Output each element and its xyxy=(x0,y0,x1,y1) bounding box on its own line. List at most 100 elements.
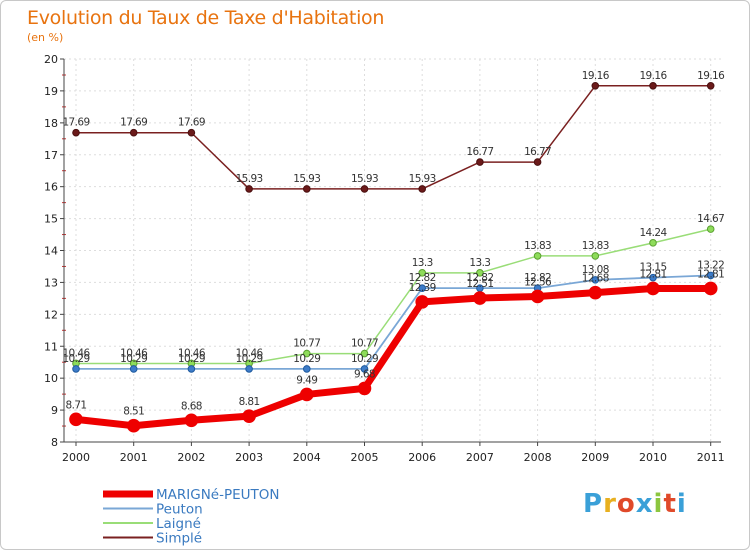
data-label-laign-: 13.83 xyxy=(582,240,609,252)
data-point-marign-peuton xyxy=(588,285,603,300)
proxiti-logo: Proxiti xyxy=(583,489,687,519)
series-line-simpl- xyxy=(76,85,711,190)
data-label-peuton: 12.82 xyxy=(409,272,436,284)
data-point-laign- xyxy=(360,349,369,358)
data-point-marign-peuton xyxy=(703,281,718,296)
data-point-marign-peuton xyxy=(69,412,83,427)
data-label-marign-peuton: 8.81 xyxy=(239,396,260,408)
y-tick-label: 15 xyxy=(44,213,58,226)
data-label-laign-: 10.46 xyxy=(120,347,148,359)
data-point-marign-peuton xyxy=(473,291,487,305)
data-label-simpl-: 15.93 xyxy=(236,173,263,185)
data-label-laign-: 13.3 xyxy=(412,257,433,269)
data-label-marign-peuton: 12.56 xyxy=(524,276,552,288)
data-point-peuton xyxy=(360,365,369,373)
data-point-simpl- xyxy=(649,82,657,90)
data-label-marign-peuton: 8.68 xyxy=(181,400,202,412)
data-point-peuton xyxy=(418,284,427,292)
series-line-peuton xyxy=(76,274,711,370)
chart-title: Evolution du Taux de Taxe d'Habitation xyxy=(27,7,385,29)
y-tick-label: 12 xyxy=(44,308,58,321)
data-label-marign-peuton: 9.68 xyxy=(354,368,375,380)
data-label-laign-: 10.46 xyxy=(62,347,90,359)
y-tick-label: 8 xyxy=(51,436,58,449)
y-tick-label: 11 xyxy=(44,340,58,353)
data-point-simpl- xyxy=(360,185,369,193)
data-point-simpl- xyxy=(533,158,542,166)
grid xyxy=(64,58,721,443)
data-point-simpl- xyxy=(129,128,138,137)
data-label-laign-: 10.77 xyxy=(351,338,378,350)
data-label-laign-: 13.3 xyxy=(469,257,490,269)
y-tick-label: 17 xyxy=(44,149,58,162)
data-point-marign-peuton xyxy=(300,387,314,402)
x-tick-label: 2011 xyxy=(697,451,725,464)
data-point-peuton xyxy=(649,273,657,282)
legend-label-marign-peuton: MARIGNé-PEUTON xyxy=(156,487,280,503)
data-label-peuton: 10.29 xyxy=(62,353,89,365)
data-label-laign-: 10.46 xyxy=(178,347,206,359)
data-label-peuton: 13.22 xyxy=(697,259,724,271)
data-point-peuton xyxy=(245,365,253,373)
data-point-peuton xyxy=(303,365,311,373)
logo-letter: i xyxy=(676,489,687,519)
data-label-laign-: 13.83 xyxy=(524,240,551,252)
data-label-marign-peuton: 8.71 xyxy=(66,399,87,411)
data-point-laign- xyxy=(418,269,427,277)
data-label-laign-: 10.77 xyxy=(293,338,320,350)
series-points xyxy=(69,82,718,433)
x-tick-label: 2010 xyxy=(639,451,667,464)
data-point-laign- xyxy=(649,239,657,247)
y-tick-label: 20 xyxy=(44,53,58,66)
data-label-marign-peuton: 12.39 xyxy=(409,282,436,294)
data-point-simpl- xyxy=(245,185,253,193)
data-point-marign-peuton xyxy=(126,418,141,433)
data-label-simpl-: 16.77 xyxy=(466,146,493,158)
y-tick-label: 9 xyxy=(51,404,58,417)
data-point-simpl- xyxy=(303,185,311,193)
data-point-simpl- xyxy=(187,128,196,137)
data-point-simpl- xyxy=(418,185,427,193)
data-label-peuton: 10.29 xyxy=(178,353,205,365)
logo-letter: r xyxy=(603,489,617,519)
data-label-simpl-: 19.16 xyxy=(639,70,667,82)
data-label-peuton: 10.29 xyxy=(293,353,320,365)
data-label-marign-peuton: 12.68 xyxy=(582,273,609,285)
data-label-marign-peuton: 8.51 xyxy=(123,406,144,418)
chart-subtitle: (en %) xyxy=(27,31,64,44)
data-point-marign-peuton xyxy=(530,289,545,304)
data-point-simpl- xyxy=(706,82,715,90)
data-label-laign-: 14.24 xyxy=(639,227,667,239)
series-lines xyxy=(75,85,711,430)
data-point-peuton xyxy=(72,365,80,373)
data-point-simpl- xyxy=(72,128,80,137)
data-label-peuton: 10.29 xyxy=(120,353,147,365)
x-tick-label: 2008 xyxy=(524,451,552,464)
data-point-laign- xyxy=(476,269,484,277)
data-label-laign-: 10.46 xyxy=(236,347,264,359)
x-tick-label: 2005 xyxy=(351,451,379,464)
logo-letter: o xyxy=(616,489,636,519)
data-label-marign-peuton: 9.49 xyxy=(296,374,317,386)
x-tick-label: 2004 xyxy=(293,451,321,464)
data-labels: 17.69 17.69 17.69 15.93 15.93 15.93 15.93 16.77… xyxy=(62,70,725,418)
data-label-simpl-: 15.93 xyxy=(351,173,378,185)
data-label-simpl-: 19.16 xyxy=(582,70,610,82)
legend-label-simpl-: Simplé xyxy=(156,531,202,547)
data-label-peuton: 13.08 xyxy=(582,264,609,276)
data-label-peuton: 12.82 xyxy=(466,272,493,284)
logo-letter: i xyxy=(653,489,664,519)
data-label-simpl-: 17.69 xyxy=(62,117,89,129)
data-label-peuton: 10.29 xyxy=(236,353,263,365)
series-line-laign- xyxy=(76,228,711,365)
axes: 8 9 10 11 12 13 14 15 16 17 18 19 20 2000 2001 2002 2003… xyxy=(44,53,725,464)
legend-label-laign-: Laigné xyxy=(156,516,201,532)
data-label-laign-: 14.67 xyxy=(697,213,724,225)
data-label-simpl-: 19.16 xyxy=(697,70,725,82)
x-tick-label: 2009 xyxy=(581,451,609,464)
y-tick-label: 10 xyxy=(44,372,58,385)
data-label-simpl-: 15.93 xyxy=(409,173,436,185)
data-label-simpl-: 17.69 xyxy=(120,117,147,129)
data-point-laign- xyxy=(303,349,311,358)
